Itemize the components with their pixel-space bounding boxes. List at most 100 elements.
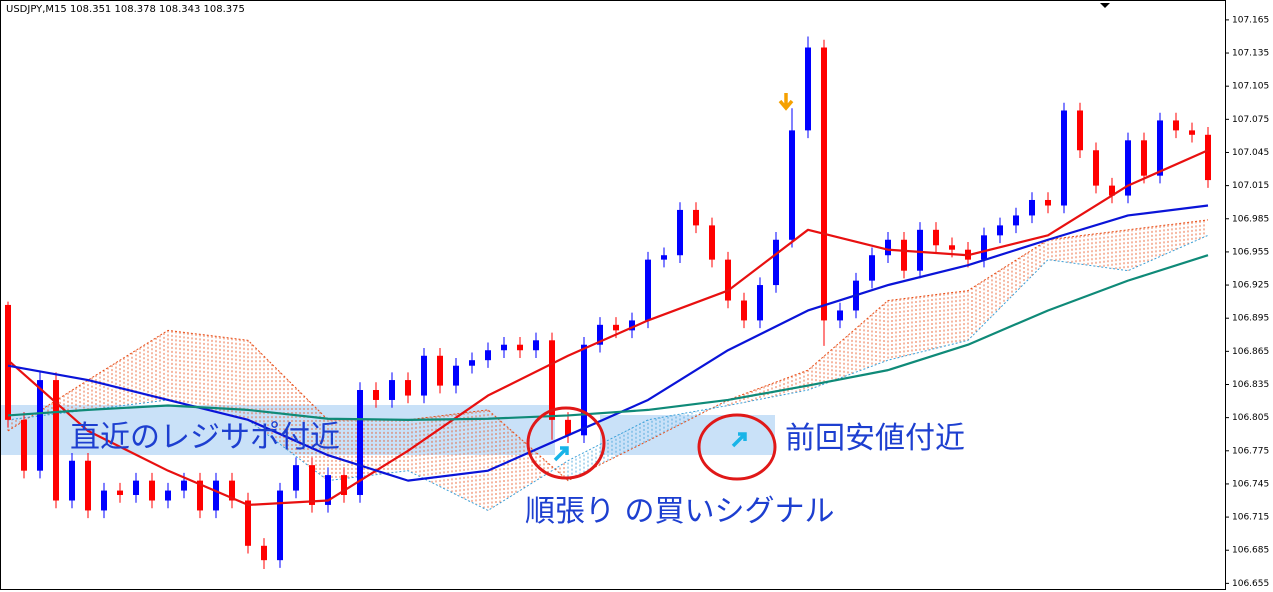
circle bbox=[697, 413, 777, 481]
annotation: 前回安値付近 bbox=[785, 421, 965, 456]
y-tick-label: 106.985 bbox=[1232, 214, 1269, 224]
candle-body bbox=[101, 490, 107, 511]
plot-frame bbox=[0, 0, 1226, 590]
candle-body bbox=[213, 480, 219, 511]
candle-body bbox=[5, 304, 11, 420]
candle-body bbox=[693, 209, 699, 226]
y-tick-label: 106.895 bbox=[1232, 314, 1269, 324]
candle-body bbox=[677, 209, 683, 256]
candle-body bbox=[165, 490, 171, 501]
candle-body bbox=[517, 344, 523, 351]
candle-body bbox=[741, 300, 747, 321]
moving-average bbox=[7, 204, 1209, 482]
candle-body bbox=[405, 380, 411, 396]
circle bbox=[526, 406, 606, 480]
y-tick-label: 106.805 bbox=[1232, 413, 1269, 423]
candle-body bbox=[645, 259, 651, 321]
candle-body bbox=[245, 500, 251, 546]
candle-body bbox=[1125, 140, 1131, 196]
candle-body bbox=[421, 355, 427, 396]
candle-body bbox=[149, 480, 155, 501]
y-tick-label: 106.745 bbox=[1232, 479, 1269, 489]
candle-body bbox=[1141, 140, 1147, 176]
support-zone bbox=[600, 415, 775, 455]
buy-arrow bbox=[731, 432, 747, 448]
buy-arrow bbox=[553, 446, 569, 462]
candle-body bbox=[85, 460, 91, 511]
y-tick-label: 106.955 bbox=[1232, 247, 1269, 257]
candle-body bbox=[453, 365, 459, 386]
candle-body bbox=[533, 340, 539, 351]
candle-body bbox=[373, 390, 379, 400]
candle-body bbox=[917, 229, 923, 271]
y-tick-label: 106.655 bbox=[1232, 579, 1269, 589]
plot bbox=[5, 36, 1211, 570]
candle-body bbox=[325, 475, 331, 505]
candle-body bbox=[21, 419, 27, 471]
candle-body bbox=[37, 380, 43, 471]
cloud-span bbox=[7, 234, 1209, 512]
candle-body bbox=[869, 255, 875, 281]
candle-body bbox=[885, 239, 891, 256]
candle-body bbox=[357, 390, 363, 495]
y-tick-label: 106.865 bbox=[1232, 347, 1269, 357]
candle-body bbox=[789, 130, 795, 240]
y-tick-label: 106.685 bbox=[1232, 546, 1269, 556]
candle-body bbox=[261, 545, 267, 561]
y-tick-label: 106.835 bbox=[1232, 380, 1269, 390]
candle-body bbox=[485, 350, 491, 361]
candle-body bbox=[469, 360, 475, 366]
candle-body bbox=[613, 324, 619, 331]
y-tick-label: 107.165 bbox=[1232, 15, 1269, 25]
candle-body bbox=[725, 259, 731, 301]
candle-body bbox=[1157, 120, 1163, 176]
candle-body bbox=[981, 235, 987, 260]
candle-body bbox=[181, 480, 187, 491]
candle-body bbox=[1109, 185, 1115, 196]
annotation: 順張り の買いシグナル bbox=[525, 494, 835, 529]
candle-body bbox=[1205, 134, 1211, 181]
y-tick-label: 107.045 bbox=[1232, 148, 1269, 158]
shift-marker bbox=[1100, 3, 1110, 8]
candle-body bbox=[549, 340, 555, 420]
candle-body bbox=[901, 239, 907, 271]
candle-body bbox=[805, 47, 811, 131]
candle-body bbox=[389, 380, 395, 400]
candle-body bbox=[661, 255, 667, 260]
candle-body bbox=[1061, 110, 1067, 206]
candle-body bbox=[933, 229, 939, 246]
candle-body bbox=[53, 380, 59, 501]
candle-body bbox=[1189, 130, 1195, 135]
moving-average bbox=[7, 149, 1209, 507]
candle-body bbox=[949, 245, 955, 250]
sell-arrow bbox=[778, 93, 794, 111]
y-tick-label: 107.075 bbox=[1232, 115, 1269, 125]
candle-body bbox=[117, 490, 123, 495]
candle-body bbox=[1077, 110, 1083, 151]
candle-body bbox=[997, 225, 1003, 236]
candle-body bbox=[565, 419, 571, 436]
candle-body bbox=[277, 490, 283, 561]
candle-body bbox=[821, 47, 827, 321]
candle-body bbox=[133, 480, 139, 495]
candle-body bbox=[1045, 199, 1051, 206]
candle-body bbox=[309, 465, 315, 505]
candle-body bbox=[229, 480, 235, 501]
candle-body bbox=[437, 355, 443, 386]
moving-average bbox=[7, 254, 1209, 421]
y-tick-label: 106.775 bbox=[1232, 446, 1269, 456]
y-tick-label: 107.135 bbox=[1232, 49, 1269, 59]
candle-body bbox=[1093, 150, 1099, 186]
cloud-span bbox=[7, 219, 1209, 482]
candle-body bbox=[837, 310, 843, 321]
candle-body bbox=[773, 239, 779, 286]
y-tick-label: 107.105 bbox=[1232, 82, 1269, 92]
candle-body bbox=[597, 324, 603, 345]
annotation: 直近のレジサポ付近 bbox=[70, 420, 340, 455]
candle-body bbox=[293, 465, 299, 491]
candle-body bbox=[341, 475, 347, 495]
candle-body bbox=[1029, 199, 1035, 216]
y-tick-label: 106.925 bbox=[1232, 281, 1269, 291]
